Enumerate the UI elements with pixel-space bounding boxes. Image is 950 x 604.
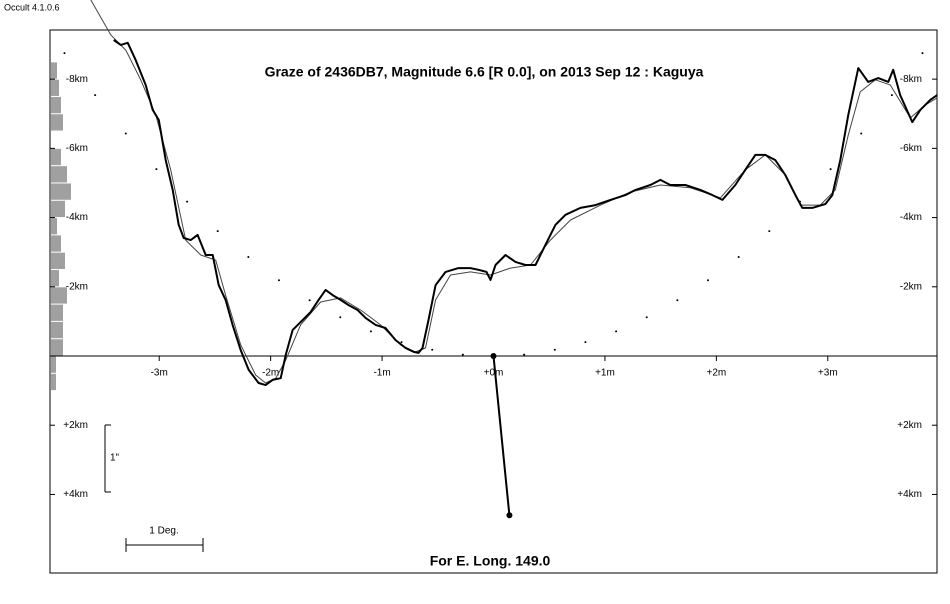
y-tick-label: +4km: [897, 489, 922, 500]
limb-dot: [645, 316, 648, 319]
limb-dot: [584, 341, 587, 344]
x-tick-label: -2m: [262, 368, 279, 379]
histogram-bar: [51, 321, 63, 339]
degree-scale-label: 1 Deg.: [149, 526, 178, 537]
y-tick-label: -2km: [66, 281, 88, 292]
histogram-bar: [51, 287, 67, 304]
histogram-bar: [51, 114, 63, 131]
histogram-bar: [51, 166, 67, 183]
histogram-bar: [51, 252, 65, 269]
footer: For E. Long. 149.0: [430, 553, 551, 569]
limb-dot: [860, 132, 863, 135]
y-tick-label: -8km: [900, 74, 922, 85]
histogram-bar: [51, 218, 57, 235]
x-tick-label: -1m: [373, 368, 390, 379]
arcsec-scale-bar: [104, 424, 111, 493]
y-tick-label: -2km: [900, 281, 922, 292]
y-tick-label: -6km: [66, 143, 88, 154]
histogram-bar: [51, 269, 59, 287]
y-tick-label: +2km: [63, 420, 88, 431]
chart-title: Graze of 2436DB7, Magnitude 6.6 [R 0.0],…: [265, 64, 704, 80]
limb-dot: [63, 52, 66, 55]
x-tick-label: +2m: [706, 368, 726, 379]
limb-dot: [615, 330, 618, 333]
histogram-bar: [51, 79, 59, 96]
plot-frame: [49, 29, 938, 574]
histogram-bar: [51, 148, 61, 166]
pointer-end: [506, 512, 513, 519]
limb-dot: [186, 200, 189, 203]
limb-dot: [676, 299, 679, 302]
histogram-bar: [51, 373, 56, 391]
histogram-bar: [51, 304, 63, 321]
histogram-bar: [51, 200, 65, 218]
y-tick-label: -4km: [66, 212, 88, 223]
limb-dot: [94, 94, 97, 97]
limb-dot: [369, 330, 372, 333]
x-tick-label: +0m: [484, 368, 504, 379]
profile-line: [492, 355, 511, 516]
histogram-bar: [51, 183, 71, 200]
limb-dot: [431, 348, 434, 351]
limb-dot: [400, 341, 403, 344]
limb-dot: [707, 279, 710, 282]
limb-dot: [308, 299, 311, 302]
limb-dot: [155, 168, 158, 171]
limb-dot: [247, 256, 250, 259]
limb-dot: [523, 353, 526, 356]
degree-scale-bar: [125, 538, 204, 552]
y-tick-label: +2km: [897, 420, 922, 431]
software-label: Occult 4.1.0.6: [4, 2, 60, 12]
limb-dot: [890, 94, 893, 97]
limb-dot: [829, 168, 832, 171]
histogram-bar: [51, 235, 61, 252]
arcsec-scale-label: 1": [110, 453, 120, 464]
limb-dot: [124, 132, 127, 135]
pointer-end: [490, 353, 497, 360]
limb-dot: [553, 348, 556, 351]
limb-dot: [216, 230, 219, 233]
x-tick-label: +1m: [595, 368, 615, 379]
limb-dot: [339, 316, 342, 319]
limb-dot: [277, 279, 280, 282]
limb-dot: [921, 52, 924, 55]
histogram-bar: [51, 62, 57, 79]
limb-dot: [461, 353, 464, 356]
histogram-bar: [51, 356, 56, 373]
histogram-bar: [51, 339, 63, 356]
limb-dot: [768, 230, 771, 233]
histogram-bar: [51, 96, 61, 114]
y-tick-label: -6km: [900, 143, 922, 154]
y-tick-label: +4km: [63, 489, 88, 500]
x-tick-label: -3m: [151, 368, 168, 379]
limb-dot: [737, 256, 740, 259]
y-tick-label: -4km: [900, 212, 922, 223]
profile-line: [90, 0, 938, 384]
profile-line: [113, 39, 938, 387]
x-tick-label: +3m: [818, 368, 838, 379]
y-tick-label: -8km: [66, 74, 88, 85]
